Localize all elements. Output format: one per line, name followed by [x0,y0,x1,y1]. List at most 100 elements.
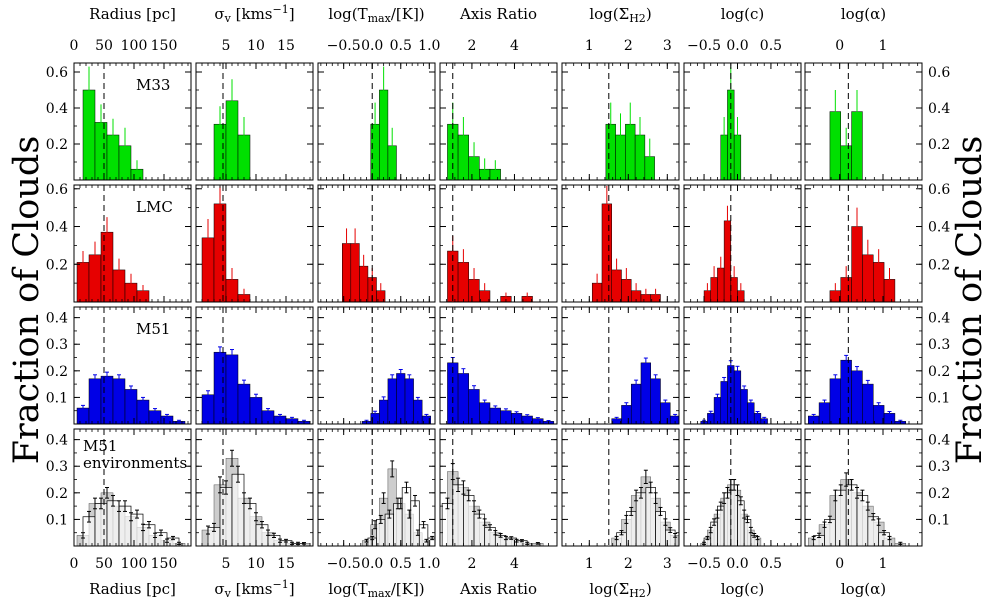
y-tick-label-left: 0.4 [46,433,68,449]
x-tick-label-top: 0 [835,38,844,54]
x-tick-label-top: 15 [277,38,295,54]
outline-histogram-bar [655,511,666,547]
x-tick-label-bottom: 50 [95,556,113,572]
column-title-top: Radius [pc] [89,5,176,23]
y-tick-label-right: 0.6 [928,65,950,81]
x-tick-label-top: 1 [879,38,888,54]
x-tick-label-top: 150 [151,38,178,54]
outline-histogram-bar [856,495,869,547]
y-tick-label-left: 0.2 [46,364,68,380]
x-tick-label-top: 2 [624,38,633,54]
panel-frame [439,184,558,303]
x-tick-label-bottom: 100 [121,556,148,572]
x-tick-label-top: 1.0 [418,38,440,54]
y-tick-label-right: 0.3 [928,459,950,475]
column-title-bottom: log(α) [841,580,886,598]
row-label: M33 [136,76,170,94]
column-title-top: log(c) [721,5,765,23]
outline-histogram-bar [441,503,454,547]
panel-frame [195,62,314,181]
histogram-bar [862,383,874,425]
x-tick-label-top: 3 [663,38,672,54]
outline-histogram-bar [384,513,394,547]
x-tick-label-top: 0.0 [726,38,748,54]
row-label: environments [83,454,187,472]
y-tick-label-left: 0.2 [46,486,68,502]
panel-frame [439,62,558,181]
x-tick-label-top: 0.0 [361,38,383,54]
y-tick-label-right: 0.4 [928,311,950,327]
x-tick-label-bottom: 2 [624,556,633,572]
column-title-bottom: log(Tmax/[K]) [328,580,424,599]
x-tick-label-top: 0.5 [760,38,782,54]
histogram-bar [747,402,755,425]
y-tick-label-right: 0.4 [928,220,950,236]
x-tick-label-bottom: 2 [467,556,476,572]
y-tick-label-left: 0.2 [46,137,68,153]
x-tick-label-bottom: 0.0 [726,556,748,572]
left-y-axis-label: Fraction of Clouds [7,135,47,464]
panel-frame [195,428,314,547]
panel-frame [804,184,923,303]
row-label: M51 [83,437,117,455]
outline-histogram-bar [834,489,847,547]
row-label: M51 [136,320,170,338]
histogram-bar [720,381,728,425]
column-title-bottom: Radius [pc] [89,580,176,598]
x-tick-label-top: 0 [70,38,79,54]
column-title-bottom: log(c) [721,580,765,598]
histogram-bar [396,373,406,425]
panel-frame [73,428,192,547]
outline-histogram-bar [393,503,403,547]
panel-frame [683,62,802,181]
x-tick-label-bottom: 15 [277,556,295,572]
histogram-bar [479,402,491,425]
histogram-bar [640,362,651,425]
y-tick-label-left: 0.6 [46,65,68,81]
panel-frame [317,62,436,181]
y-tick-label-right: 0.2 [928,257,950,273]
histogram-bar [713,397,722,425]
outline-histogram-bar [645,487,656,547]
panel-frame [683,184,802,303]
x-tick-label-bottom: 1 [585,556,594,572]
left-y-axis-title: Fraction of Clouds [2,0,52,599]
outline-histogram-bar [219,487,233,547]
x-tick-label-top: 4 [510,38,519,54]
panel-frame [683,306,802,425]
x-tick-label-bottom: 0 [835,556,844,572]
histogram-bar [740,389,748,425]
right-y-axis-label: Fraction of Clouds [950,135,990,464]
outline-histogram-bar [824,519,836,547]
x-tick-label-top: −0.5 [327,38,361,54]
histogram-bar [225,354,239,425]
column-title-bottom: σv [kms−1] [214,578,294,599]
histogram-bar [404,378,414,425]
y-tick-label-left: 0.6 [46,182,68,198]
panel-frame [317,428,436,547]
x-tick-label-top: 0.5 [390,38,412,54]
column-title-top: log(α) [841,5,886,23]
y-tick-label-right: 0.6 [928,182,950,198]
x-tick-label-top: −0.5 [687,38,721,54]
x-tick-label-bottom: 0 [70,556,79,572]
y-tick-label-left: 0.2 [46,257,68,273]
y-tick-label-left: 0.4 [46,101,68,117]
histogram-bar [660,402,671,425]
outline-histogram-bar [737,500,745,547]
panel-frame [439,306,558,425]
histogram-bar [851,370,863,425]
x-tick-label-bottom: −0.5 [327,556,361,572]
x-tick-label-bottom: −0.5 [687,556,721,572]
panel-frame [317,184,436,303]
x-tick-label-bottom: 5 [222,556,231,572]
x-tick-label-bottom: 0.0 [361,556,383,572]
x-tick-label-bottom: 0.5 [390,556,412,572]
x-tick-label-top: 2 [467,38,476,54]
histogram-bar [112,378,126,425]
y-tick-label-left: 0.1 [46,390,68,406]
histogram-bar [413,399,423,425]
histogram-bar [213,351,227,425]
y-tick-label-right: 0.4 [928,433,950,449]
